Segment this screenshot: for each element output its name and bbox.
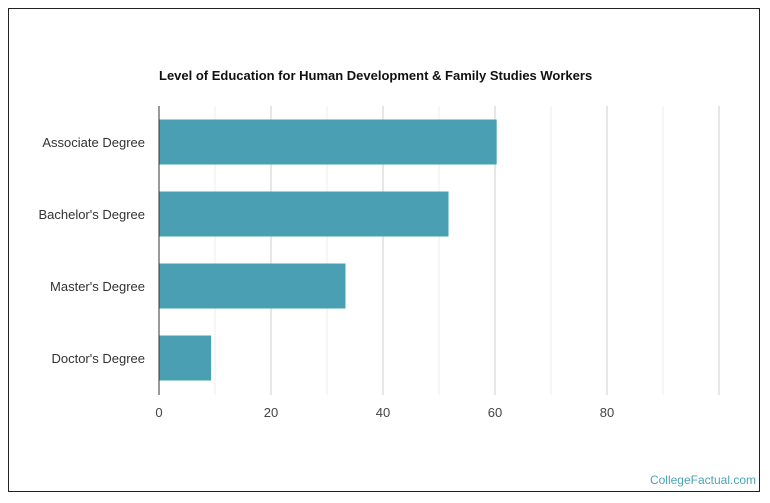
bar-bachelor-s-degree <box>159 191 449 237</box>
x-tick-label: 0 <box>155 405 162 420</box>
chart-frame <box>8 8 760 492</box>
chart-title: Level of Education for Human Development… <box>159 68 593 83</box>
x-tick-label: 40 <box>376 405 390 420</box>
bar-master-s-degree <box>159 263 346 309</box>
labels: Associate Degree Bachelor's Degree Master'… <box>38 135 614 420</box>
x-tick-label: 60 <box>488 405 502 420</box>
x-tick-label: 20 <box>264 405 278 420</box>
category-label: Associate Degree <box>42 135 145 150</box>
bar-doctor-s-degree <box>159 335 212 381</box>
category-label: Doctor's Degree <box>51 351 145 366</box>
category-label: Bachelor's Degree <box>38 207 145 222</box>
x-tick-label: 80 <box>600 405 614 420</box>
bars <box>159 119 497 381</box>
category-label: Master's Degree <box>50 279 145 294</box>
collegefactual-watermark[interactable]: CollegeFactual.com <box>649 473 756 487</box>
bar-associate-degree <box>159 119 497 165</box>
